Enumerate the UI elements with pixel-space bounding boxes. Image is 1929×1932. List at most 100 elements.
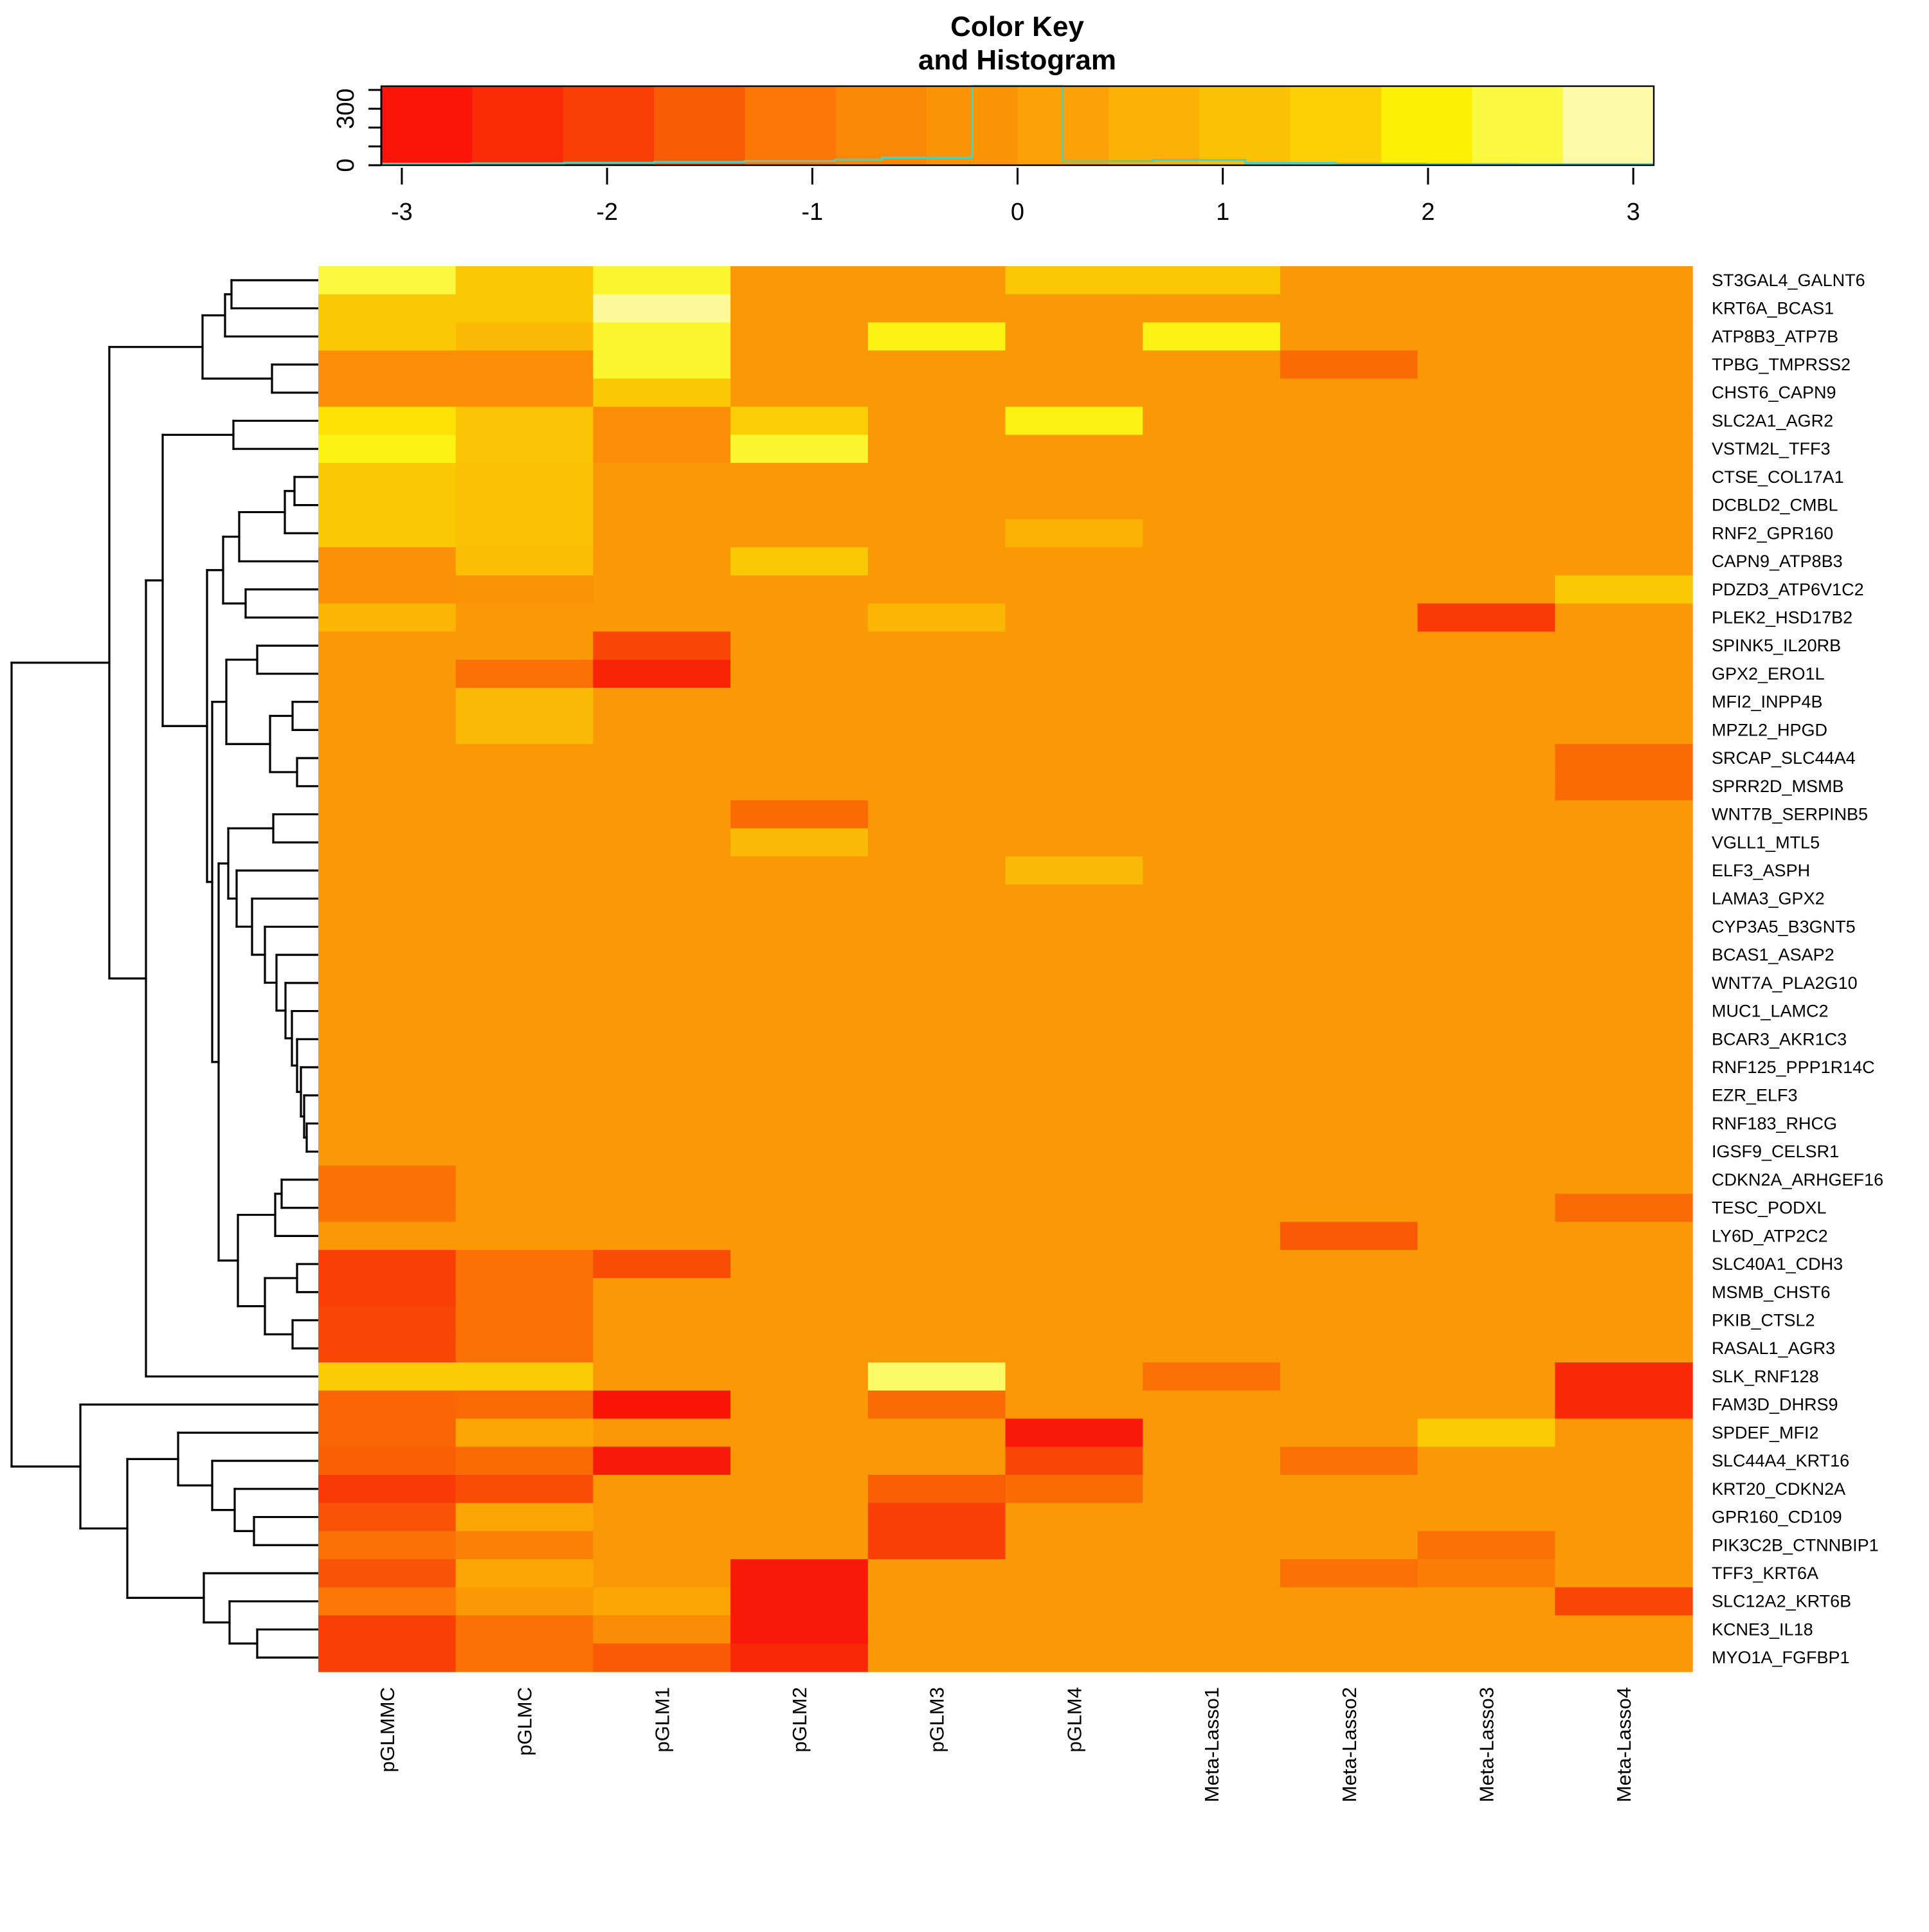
heatmap-cell (1005, 1447, 1143, 1476)
heatmap-cell (1555, 1277, 1693, 1307)
heatmap-cell (1417, 603, 1555, 633)
heatmap-cell (1005, 884, 1143, 914)
heatmap-cell (1280, 687, 1418, 717)
color-key-title-line2: and Histogram (918, 44, 1116, 76)
heatmap-cell (318, 547, 457, 576)
heatmap-cell (1555, 1081, 1693, 1110)
heatmap-cell (1280, 828, 1418, 857)
heatmap-cell (1555, 912, 1693, 941)
heatmap-cell (1417, 997, 1555, 1026)
heatmap-cell (318, 1390, 457, 1420)
row-label: SPDEF_MFI2 (1712, 1423, 1819, 1442)
row-label: VSTM2L_TFF3 (1712, 439, 1831, 458)
heatmap-cell (867, 322, 1006, 351)
row-label: GPR160_CD109 (1712, 1508, 1842, 1527)
heatmap-cell (1143, 266, 1281, 295)
heatmap-cell (730, 969, 869, 998)
heatmap-cell (593, 1250, 731, 1279)
heatmap-cell (730, 435, 869, 464)
heatmap-cell (1143, 603, 1281, 633)
heatmap-cell (867, 406, 1006, 436)
heatmap-cell (867, 519, 1006, 548)
row-label: SLC2A1_AGR2 (1712, 411, 1833, 430)
heatmap-cell (867, 828, 1006, 857)
heatmap-cell (1417, 828, 1555, 857)
color-key-x-tick-label: 2 (1421, 199, 1435, 226)
heatmap-cell (593, 1390, 731, 1420)
heatmap-cell (730, 1503, 869, 1532)
heatmap-cell (593, 1081, 731, 1110)
row-label: CDKN2A_ARHGEF16 (1712, 1170, 1883, 1189)
heatmap-cell (1417, 1615, 1555, 1644)
heatmap-cell (1143, 547, 1281, 576)
heatmap-cell (1555, 1109, 1693, 1139)
column-label: pGLMMC (376, 1687, 399, 1773)
heatmap-cell (318, 997, 457, 1026)
heatmap-cell (730, 491, 869, 520)
heatmap-cell (1143, 1559, 1281, 1588)
heatmap-cell (593, 603, 731, 633)
heatmap-cell (1143, 378, 1281, 408)
heatmap-cell (455, 1503, 594, 1532)
heatmap-cell (730, 463, 869, 492)
heatmap-cell (455, 519, 594, 548)
heatmap-cell (730, 1081, 869, 1110)
heatmap-cell (1005, 1587, 1143, 1616)
heatmap-cell (867, 1503, 1006, 1532)
heatmap-cell (455, 912, 594, 941)
heatmap-cell (455, 322, 594, 351)
heatmap-cell (730, 350, 869, 379)
heatmap-cell (1280, 603, 1418, 633)
heatmap-cell (867, 491, 1006, 520)
row-label: CAPN9_ATP8B3 (1712, 552, 1843, 571)
heatmap-cell (1280, 660, 1418, 689)
heatmap-cell (593, 969, 731, 998)
heatmap-cell (318, 1587, 457, 1616)
heatmap-cell (318, 1643, 457, 1672)
heatmap-cell (1555, 800, 1693, 829)
color-key: -3 -2 -1 0 1 2 3 0 300 (332, 85, 1655, 226)
heatmap-cell (1005, 1390, 1143, 1420)
heatmap-cell (1280, 856, 1418, 885)
heatmap-cell (1280, 912, 1418, 941)
heatmap-cell (867, 1222, 1006, 1250)
heatmap-cell (455, 772, 594, 801)
heatmap-cell (593, 997, 731, 1026)
heatmap-cell (1143, 1531, 1281, 1560)
heatmap-cell (730, 1531, 869, 1560)
color-key-gradient-block (835, 86, 927, 165)
heatmap-cell (1005, 463, 1143, 492)
heatmap-cell (1555, 1503, 1693, 1532)
heatmap-cell (730, 1306, 869, 1335)
heatmap-cell (318, 687, 457, 717)
heatmap-cell (1005, 997, 1143, 1026)
heatmap-cell (318, 1362, 457, 1391)
heatmap-cell (593, 1277, 731, 1307)
heatmap-cell (1143, 1643, 1281, 1672)
heatmap-cell (1143, 1503, 1281, 1532)
heatmap-cell (867, 1334, 1006, 1363)
heatmap-cell (593, 1109, 731, 1139)
heatmap-cell (1005, 575, 1143, 604)
heatmap-cell (1005, 406, 1143, 436)
heatmap-cell (1005, 716, 1143, 745)
heatmap-cell (1555, 266, 1693, 295)
heatmap-cell (1280, 350, 1418, 379)
heatmap-cell (867, 1531, 1006, 1560)
color-key-x-tick-label: -2 (596, 199, 618, 226)
heatmap-cell (455, 603, 594, 633)
color-key-x-tick-label: 3 (1627, 199, 1640, 226)
heatmap-cell (318, 463, 457, 492)
column-label: pGLM1 (651, 1687, 673, 1753)
heatmap-cell (1143, 856, 1281, 885)
heatmap-cell (318, 603, 457, 633)
heatmap-cell (1280, 1643, 1418, 1672)
heatmap-cell (1005, 1193, 1143, 1223)
heatmap-cell (1143, 294, 1281, 323)
heatmap-cell (867, 687, 1006, 717)
heatmap-cell (1280, 1306, 1418, 1335)
heatmap-cell (455, 1277, 594, 1307)
heatmap-cell (867, 744, 1006, 773)
color-key-histogram-trace (381, 85, 1654, 166)
heatmap-cell (1005, 547, 1143, 576)
